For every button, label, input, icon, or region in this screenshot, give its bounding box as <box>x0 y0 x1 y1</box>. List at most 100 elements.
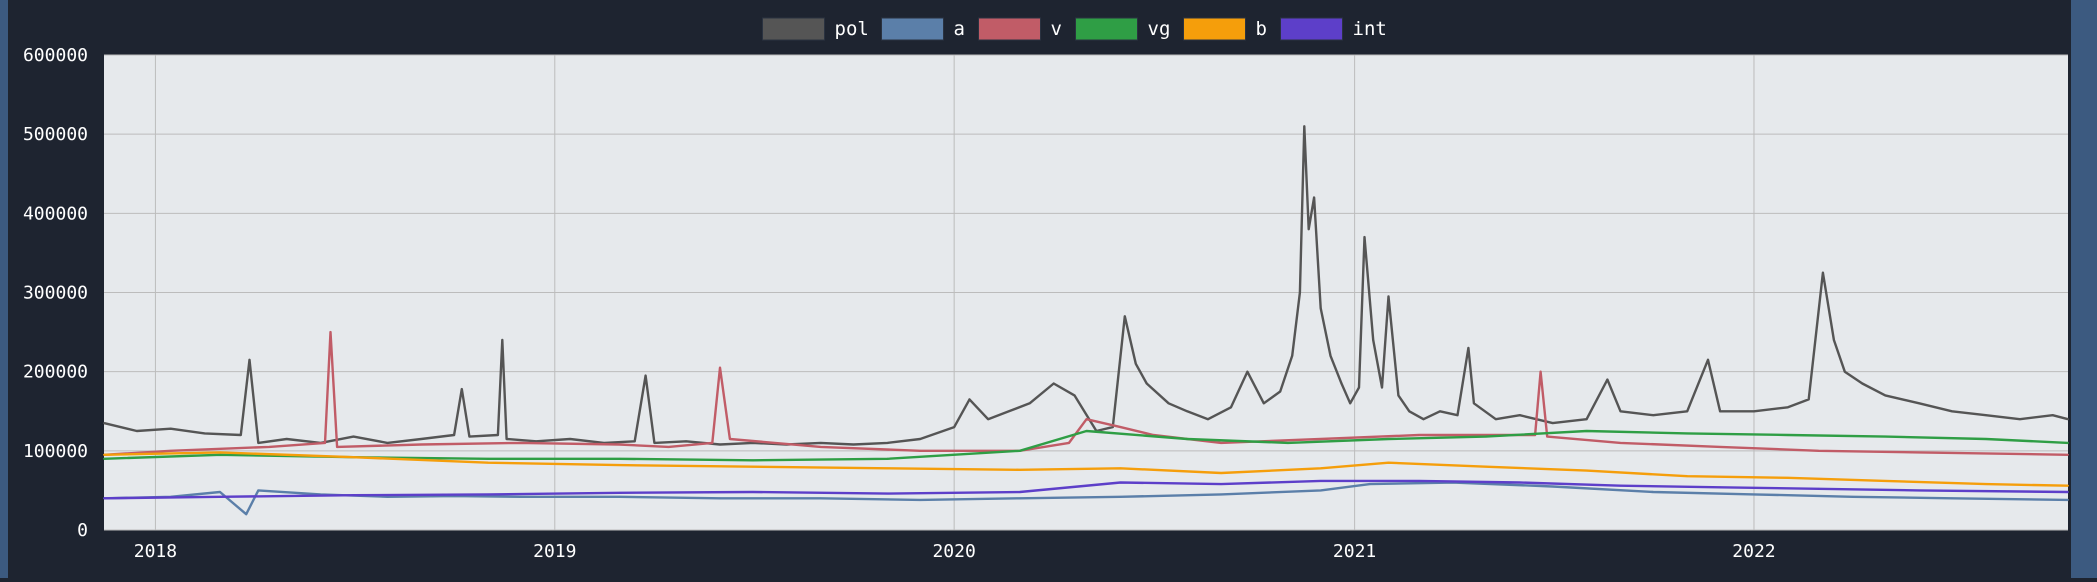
data-point <box>644 374 647 377</box>
data-point <box>1787 476 1789 479</box>
data-point <box>1985 483 1987 485</box>
data-point <box>1494 418 1497 421</box>
data-point <box>352 494 355 497</box>
data-point <box>520 442 522 444</box>
data-point <box>852 443 855 446</box>
data-point <box>487 457 489 460</box>
data-point <box>1028 402 1031 405</box>
data-point <box>1807 398 1810 401</box>
data-point <box>1518 414 1521 417</box>
data-point <box>324 442 326 444</box>
data-point <box>1485 435 1487 438</box>
data-point <box>886 467 889 470</box>
data-point <box>1220 442 1222 444</box>
data-point <box>1307 228 1310 231</box>
data-point <box>268 446 271 448</box>
data-point <box>169 427 172 430</box>
legend-swatch <box>1183 17 1246 41</box>
data-point <box>1358 386 1360 389</box>
x-tick-label: 2018 <box>134 541 177 562</box>
data-point <box>1918 451 1921 454</box>
data-point <box>1246 370 1249 373</box>
data-point <box>520 495 522 498</box>
data-point <box>1329 354 1332 357</box>
data-point <box>919 438 922 440</box>
data-point <box>1606 378 1609 381</box>
legend-swatch <box>978 17 1041 41</box>
data-point <box>219 453 221 456</box>
data-point <box>1539 370 1542 373</box>
data-point <box>257 442 260 444</box>
data-point <box>1287 442 1289 444</box>
data-point <box>487 493 489 496</box>
y-tick-label: 100000 <box>23 441 88 462</box>
data-point <box>2067 491 2069 493</box>
data-point <box>386 495 389 498</box>
data-point <box>1753 410 1755 413</box>
data-point <box>633 440 636 443</box>
data-point <box>1408 410 1411 413</box>
data-point <box>1719 446 1721 448</box>
data-point <box>1319 480 1322 482</box>
data-point <box>751 465 754 468</box>
data-point <box>968 398 971 401</box>
data-point <box>1220 472 1222 474</box>
data-point <box>352 456 355 459</box>
data-point <box>1851 495 1854 498</box>
data-point <box>1052 382 1055 385</box>
data-point <box>248 358 251 361</box>
data-point <box>1381 386 1383 389</box>
legend-item-a: a <box>881 17 965 41</box>
y-tick-label: 300000 <box>23 283 88 304</box>
data-point <box>1340 382 1343 385</box>
data-point <box>1068 442 1070 444</box>
data-point <box>1363 236 1366 239</box>
legend-item-v: v <box>978 17 1062 41</box>
data-point <box>219 491 221 493</box>
data-point <box>203 432 206 435</box>
data-point <box>497 434 499 436</box>
data-point <box>1313 196 1315 199</box>
data-point <box>336 446 338 448</box>
y-axis: 600000 500000 400000 300000 200000 100000 0 <box>23 45 88 541</box>
data-point <box>1951 497 1953 500</box>
data-point <box>1319 489 1322 492</box>
y-tick-label: 600000 <box>23 45 88 66</box>
x-axis: 2018 2019 2020 2021 2022 <box>134 541 1776 562</box>
data-point <box>2019 418 2021 421</box>
data-point <box>169 449 172 452</box>
x-tick-label: 2021 <box>1333 541 1376 562</box>
left-panel-edge <box>0 0 8 578</box>
data-point <box>1418 480 1421 482</box>
data-point <box>1299 291 1301 294</box>
data-point <box>719 497 721 500</box>
data-point <box>103 497 105 500</box>
data-point <box>886 492 889 495</box>
data-point <box>1719 410 1721 413</box>
data-point <box>953 426 956 428</box>
data-point <box>2067 442 2069 444</box>
series-line-pol <box>103 125 2069 446</box>
data-point <box>729 438 731 440</box>
series-int <box>103 479 2069 500</box>
y-tick-label: 500000 <box>23 124 88 145</box>
data-point <box>239 434 242 436</box>
data-point <box>711 442 714 444</box>
data-point <box>1485 465 1487 468</box>
data-point <box>1372 339 1375 341</box>
data-point <box>1884 480 1887 482</box>
data-point <box>1387 295 1390 298</box>
series-pol <box>103 125 2069 446</box>
data-point <box>1220 493 1222 496</box>
data-point <box>1467 347 1470 349</box>
series-vg <box>103 429 2069 462</box>
data-point <box>1861 382 1864 385</box>
data-point <box>1085 430 1088 432</box>
data-point <box>919 499 922 501</box>
data-point <box>1817 487 1820 490</box>
data-point <box>819 446 822 448</box>
y-tick-label: 400000 <box>23 203 88 224</box>
data-point <box>1753 493 1755 496</box>
data-point <box>1652 414 1655 417</box>
data-point <box>886 457 889 460</box>
